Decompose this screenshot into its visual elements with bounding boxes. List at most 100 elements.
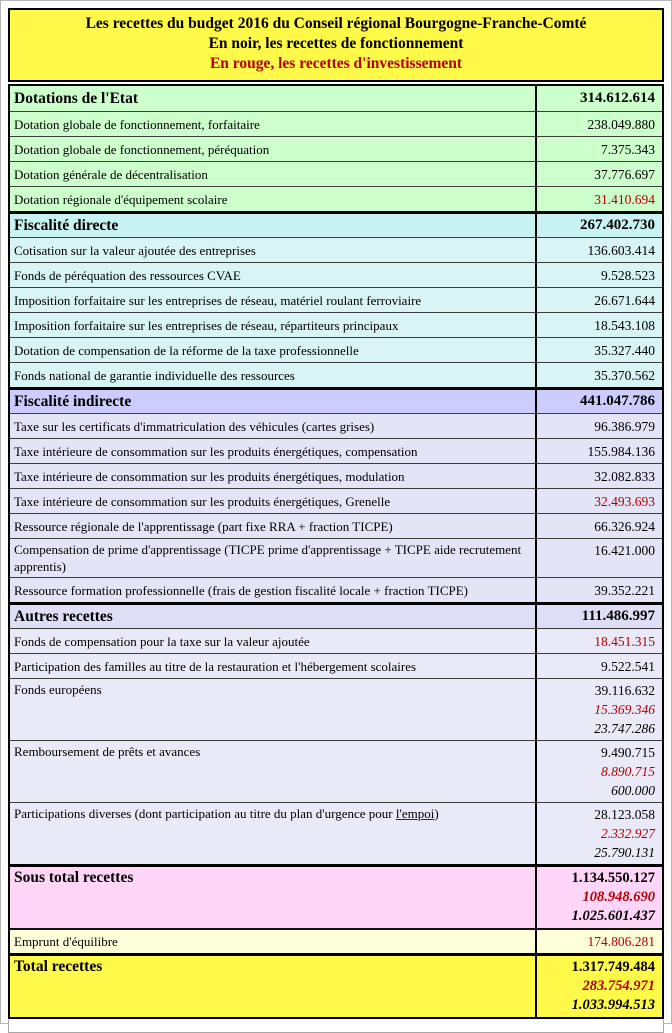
value-line: 155.984.136 (587, 443, 656, 459)
table-row: Compensation de prime d'apprentissage (T… (10, 538, 662, 577)
table-row: Taxe intérieure de consommation sur les … (10, 438, 662, 463)
row-value: 9.528.523 (535, 263, 662, 287)
row-value: 314.612.614 (535, 86, 662, 111)
row-label: Fiscalité indirecte (14, 393, 132, 410)
row-value: 32.493.693 (535, 489, 662, 513)
row-value: 9.490.715 8.890.715 600.000 (535, 741, 662, 802)
value-line: 18.543.108 (594, 317, 655, 333)
value-line: 8.890.715 (601, 764, 655, 779)
table-row: Ressource formation professionnelle (fra… (10, 577, 662, 602)
row-value: 111.486.997 (535, 605, 662, 628)
row-value: 31.410.694 (535, 187, 662, 211)
value-line: 96.386.979 (594, 418, 655, 434)
section-row: Fiscalité directe 267.402.730 (10, 211, 662, 237)
value-line: 600.000 (611, 783, 655, 798)
value-line: 39.352.221 (594, 582, 655, 598)
row-label: Participation des familles au titre de l… (14, 658, 417, 674)
table-row: Imposition forfaitaire sur les entrepris… (10, 312, 662, 337)
row-value: 136.603.414 (535, 238, 662, 262)
value-line: 32.082.833 (594, 468, 655, 484)
table-row: Dotation globale de fonctionnement, péré… (10, 136, 662, 161)
row-value: 16.421.000 (535, 539, 662, 577)
row-label: Remboursement de prêts et avances (14, 744, 201, 759)
value-line: 35.327.440 (594, 342, 655, 358)
value-line: 1.033.994.513 (571, 997, 655, 1013)
row-value: 32.082.833 (535, 464, 662, 488)
row-label: Taxe intérieure de consommation sur les … (14, 493, 391, 509)
value-line: 108.948.690 (582, 889, 656, 905)
table-title: Les recettes du budget 2016 du Conseil r… (85, 15, 587, 32)
table-row: Fonds de péréquation des ressources CVAE… (10, 262, 662, 287)
value-line: 174.806.281 (587, 934, 656, 949)
value-line: 16.421.000 (594, 543, 655, 558)
underlined-word: l'empoi (395, 806, 435, 821)
row-value: 1.317.749.484 283.754.971 1.033.994.513 (535, 956, 662, 1017)
row-value: 39.116.632 15.369.346 23.747.286 (535, 679, 662, 740)
budget-table: Dotations de l'Etat 314.612.614 Dotation g… (8, 84, 664, 1019)
row-label: Fonds de péréquation des ressources CVAE (14, 267, 241, 283)
row-label: Taxe intérieure de consommation sur les … (14, 443, 418, 459)
table-title-block: Les recettes du budget 2016 du Conseil r… (8, 8, 664, 82)
value-line: 25.790.131 (594, 845, 655, 860)
value-line: 66.326.924 (594, 518, 655, 534)
table-row: Fonds national de garantie individuelle … (10, 362, 662, 387)
value-line: 111.486.997 (581, 608, 655, 624)
row-value: 174.806.281 (535, 930, 662, 953)
row-label: Fonds national de garantie individuelle … (14, 367, 295, 383)
row-value: 155.984.136 (535, 439, 662, 463)
value-line: 2.332.927 (601, 826, 655, 841)
row-label: Taxe sur les certificats d'immatriculati… (14, 418, 375, 434)
value-line: 15.369.346 (594, 702, 655, 717)
row-label: Dotation de compensation de la réforme d… (14, 342, 359, 358)
value-line: 39.116.632 (594, 683, 655, 698)
row-label: Total recettes (14, 958, 103, 975)
section-row: Autres recettes 111.486.997 (10, 602, 662, 628)
value-line: 31.410.694 (594, 191, 655, 207)
table-row: Emprunt d'équilibre 174.806.281 (10, 928, 662, 953)
row-value: 96.386.979 (535, 414, 662, 438)
value-line: 136.603.414 (587, 242, 656, 258)
value-line: 441.047.786 (580, 393, 655, 409)
value-line: 18.451.315 (594, 633, 655, 649)
row-label: Dotation globale de fonctionnement, forf… (14, 116, 260, 132)
row-label: Dotations de l'Etat (14, 90, 138, 107)
value-line: 267.402.730 (580, 217, 655, 233)
row-label: Participations diverses (dont participat… (14, 806, 439, 821)
row-label: Imposition forfaitaire sur les entrepris… (14, 292, 422, 308)
row-label: Fonds de compensation pour la taxe sur l… (14, 633, 310, 649)
value-line: 9.528.523 (601, 267, 655, 283)
table-row: Dotation régionale d'équipement scolaire… (10, 186, 662, 211)
row-value: 39.352.221 (535, 578, 662, 602)
table-row: Remboursement de prêts et avances 9.490.7… (10, 740, 662, 802)
table-row: Participations diverses (dont participat… (10, 802, 662, 864)
table-row: Dotation de compensation de la réforme d… (10, 337, 662, 362)
value-line: 1.317.749.484 (571, 959, 655, 975)
table-row: Imposition forfaitaire sur les entrepris… (10, 287, 662, 312)
row-label: Dotation globale de fonctionnement, péré… (14, 141, 270, 157)
table-row: Taxe intérieure de consommation sur les … (10, 463, 662, 488)
table-row: Participation des familles au titre de l… (10, 653, 662, 678)
value-line: 7.375.343 (601, 141, 655, 157)
value-line: 35.370.562 (594, 367, 655, 383)
row-value: 28.123.058 2.332.927 25.790.131 (535, 803, 662, 864)
row-label: Imposition forfaitaire sur les entrepris… (14, 317, 399, 333)
row-value: 35.370.562 (535, 363, 662, 387)
row-value: 66.326.924 (535, 514, 662, 538)
section-row: Fiscalité indirecte 441.047.786 (10, 387, 662, 413)
value-line: 26.671.644 (594, 292, 655, 308)
table-row: Cotisation sur la valeur ajoutée des ent… (10, 237, 662, 262)
row-value: 7.375.343 (535, 137, 662, 161)
row-value: 35.327.440 (535, 338, 662, 362)
row-value: 18.451.315 (535, 629, 662, 653)
row-value: 18.543.108 (535, 313, 662, 337)
row-value: 9.522.541 (535, 654, 662, 678)
row-value: 37.776.697 (535, 162, 662, 186)
value-line: 9.522.541 (601, 658, 655, 674)
table-row: Fonds de compensation pour la taxe sur l… (10, 628, 662, 653)
table-row: Ressource régionale de l'apprentissage (… (10, 513, 662, 538)
row-label: Emprunt d'équilibre (14, 934, 118, 949)
section-row: Dotations de l'Etat 314.612.614 (10, 86, 662, 111)
row-label: Compensation de prime d'apprentissage (T… (14, 542, 522, 574)
value-line: 37.776.697 (594, 166, 655, 182)
